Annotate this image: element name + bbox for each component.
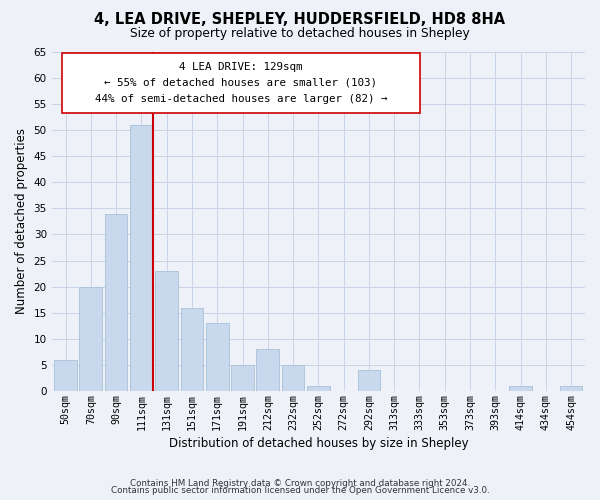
Text: Contains public sector information licensed under the Open Government Licence v3: Contains public sector information licen… <box>110 486 490 495</box>
Bar <box>307 386 330 392</box>
Y-axis label: Number of detached properties: Number of detached properties <box>15 128 28 314</box>
Bar <box>54 360 77 392</box>
Text: 4 LEA DRIVE: 129sqm
← 55% of detached houses are smaller (103)
44% of semi-detac: 4 LEA DRIVE: 129sqm ← 55% of detached ho… <box>95 62 387 104</box>
Text: 4, LEA DRIVE, SHEPLEY, HUDDERSFIELD, HD8 8HA: 4, LEA DRIVE, SHEPLEY, HUDDERSFIELD, HD8… <box>94 12 506 28</box>
Bar <box>206 324 229 392</box>
Bar <box>231 365 254 392</box>
Text: Size of property relative to detached houses in Shepley: Size of property relative to detached ho… <box>130 27 470 40</box>
Bar <box>281 365 304 392</box>
Bar <box>509 386 532 392</box>
FancyBboxPatch shape <box>62 53 419 112</box>
Bar <box>358 370 380 392</box>
Bar <box>560 386 583 392</box>
X-axis label: Distribution of detached houses by size in Shepley: Distribution of detached houses by size … <box>169 437 468 450</box>
Text: Contains HM Land Registry data © Crown copyright and database right 2024.: Contains HM Land Registry data © Crown c… <box>130 478 470 488</box>
Bar <box>155 271 178 392</box>
Bar <box>181 308 203 392</box>
Bar <box>256 350 279 392</box>
Bar <box>130 124 153 392</box>
Bar <box>79 286 102 392</box>
Bar <box>105 214 127 392</box>
